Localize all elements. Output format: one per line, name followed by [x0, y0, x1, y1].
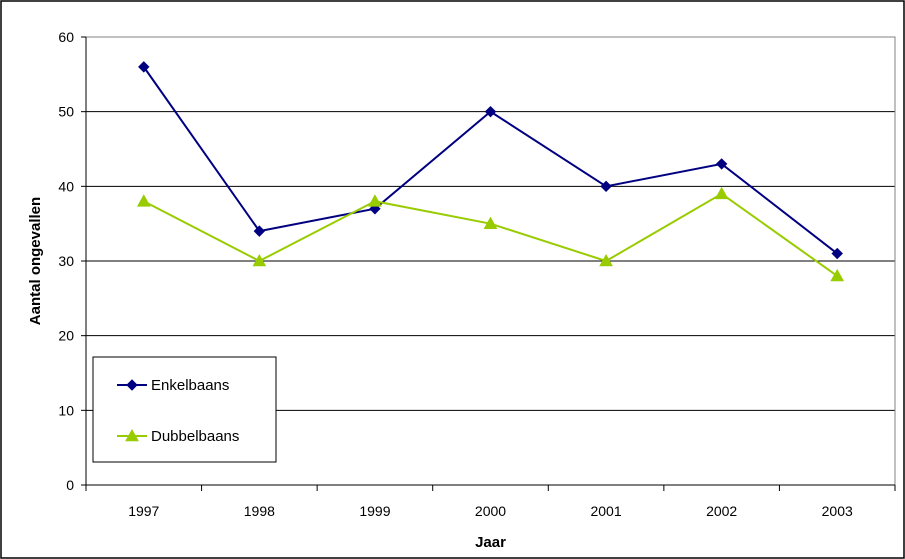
- data-point: [252, 253, 267, 267]
- x-tick-label: 1997: [128, 503, 159, 519]
- y-tick-label: 30: [58, 253, 74, 269]
- y-tick-label: 20: [58, 328, 74, 344]
- data-point: [600, 180, 612, 193]
- y-tick-label: 60: [58, 29, 74, 45]
- series-group: [136, 61, 845, 282]
- data-point: [599, 253, 613, 267]
- axes: 0 10 20 30 40 50 60 1997 1998 1999 2000 2001 2002 200…: [58, 29, 896, 519]
- series-dubbelbaans: [136, 186, 845, 282]
- series-enkelbaans: [138, 61, 843, 260]
- y-tick-label: 40: [58, 178, 74, 194]
- legend-item: Dubbelbaans: [117, 428, 239, 445]
- x-axis-title: Jaar: [475, 534, 506, 551]
- x-tick-label: 1998: [244, 503, 275, 519]
- data-point: [483, 216, 498, 229]
- x-tick-label: 1999: [359, 503, 390, 519]
- data-point: [484, 105, 497, 118]
- legend-label: Dubbelbaans: [151, 428, 239, 445]
- data-point: [138, 61, 150, 73]
- data-point: [830, 268, 845, 282]
- x-tick-label: 2002: [706, 503, 737, 519]
- y-axis-title: Aantal ongevallen: [27, 197, 44, 325]
- legend: Enkelbaans Dubbelbaans: [92, 356, 277, 463]
- data-point: [253, 225, 266, 237]
- data-point: [714, 186, 729, 200]
- data-point: [831, 247, 843, 260]
- legend-marker: [126, 379, 138, 391]
- legend-box: [92, 356, 277, 463]
- x-tick-label: 2001: [590, 503, 621, 519]
- y-tick-label: 50: [58, 104, 74, 120]
- legend-marker: [125, 428, 139, 442]
- legend-label: Enkelbaans: [151, 377, 229, 394]
- legend-item: Enkelbaans: [117, 377, 229, 394]
- y-tick-label: 10: [58, 402, 74, 418]
- x-tick-label: 2000: [475, 503, 506, 519]
- data-point: [368, 194, 382, 207]
- data-point: [136, 194, 151, 207]
- data-point: [715, 158, 728, 170]
- x-tick-label: 2003: [822, 503, 853, 519]
- y-tick-label: 0: [66, 477, 74, 493]
